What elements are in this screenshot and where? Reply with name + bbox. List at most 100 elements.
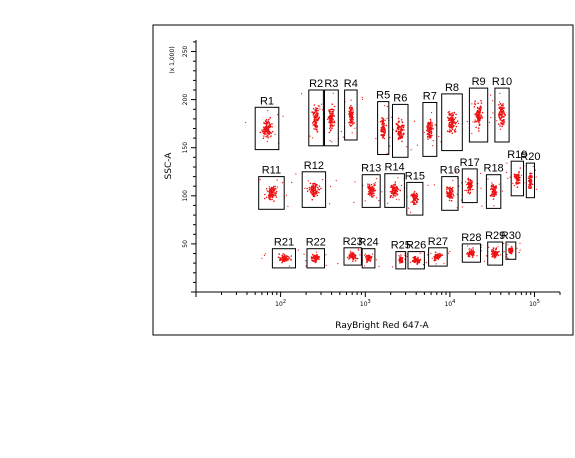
event-dot [490,185,493,188]
event-dot [311,122,314,124]
event-dot [332,121,334,124]
event-dot [530,182,532,185]
event-dot [385,124,388,127]
event-dot [329,130,332,132]
event-dot [448,187,450,190]
event-dot [450,194,452,196]
event-dot [353,122,355,124]
event-dot [310,188,313,190]
event-dot [399,189,402,192]
event-dot [413,203,416,205]
event-dot [279,259,282,261]
event-dot [393,194,395,197]
event-dot [314,115,317,117]
event-dot [477,115,479,117]
event-dot [500,107,503,110]
event-dot [413,194,416,196]
event-dot [499,128,502,130]
event-dot [515,183,517,185]
event-dot [501,190,503,192]
event-dot [317,125,319,127]
event-dot [473,254,475,256]
event-dot [290,255,293,257]
event-dot [381,134,383,136]
event-dot [312,192,315,194]
event-dot [285,194,287,196]
event-dot [314,259,317,262]
event-dot [493,205,495,207]
event-dot [494,256,497,259]
event-dot [455,121,457,124]
gate-label-r16: R16 [440,165,460,177]
event-dot [268,195,271,197]
event-dot [516,182,519,184]
event-dot [452,186,454,189]
event-dot [364,265,366,267]
event-dot [425,261,427,264]
event-dot [528,186,530,188]
event-dot [413,256,415,259]
event-dot [406,146,408,148]
event-dot [500,113,503,115]
event-dot [262,137,265,139]
event-dot [371,185,374,188]
event-dot [314,188,317,191]
event-dot [313,104,316,106]
gate-r15 [406,181,424,216]
event-dot [274,192,276,194]
event-dot [315,113,318,115]
event-dot [447,111,450,114]
event-dot [441,254,444,256]
event-dot [270,188,273,191]
event-dot [367,254,370,257]
event-dot [401,140,403,143]
event-dot [475,126,477,129]
event-dot [383,133,386,135]
event-dot [466,121,468,123]
event-dot [386,117,388,119]
event-dot [472,188,474,191]
event-dot [308,188,311,191]
event-dot [270,190,273,193]
event-dot [513,185,516,187]
event-dot [473,106,476,108]
event-dot [314,109,317,111]
event-dot [369,194,371,197]
event-dot [502,112,504,115]
event-dot [395,192,398,195]
event-dot [454,117,457,119]
event-dot [467,245,469,247]
event-dot [451,126,454,129]
event-dot [349,106,351,109]
event-dot [263,132,266,134]
event-dot [507,177,509,179]
gate-label-r4: R4 [344,78,358,90]
event-dot [475,116,478,118]
event-dot [267,131,270,134]
event-dot [399,137,402,140]
event-dot [490,94,492,96]
event-dot [450,193,453,195]
event-dot [492,198,495,200]
event-dot [315,190,317,193]
event-dot [509,250,512,253]
event-dot [480,114,482,116]
event-dot [434,251,437,253]
event-dot [349,110,351,113]
event-dot [508,248,511,250]
event-dot [350,120,353,123]
gate-r12 [301,171,327,208]
event-dot [492,188,494,190]
event-dot [328,127,331,130]
event-dot [395,198,398,200]
event-dot [431,122,433,124]
event-dot [264,120,267,122]
event-dot [492,247,495,249]
event-dot [366,261,369,263]
event-dot [368,190,370,193]
gate-r24 [361,248,376,269]
event-dot [369,189,371,191]
event-dot [417,198,420,201]
gate-r16 [441,176,459,211]
